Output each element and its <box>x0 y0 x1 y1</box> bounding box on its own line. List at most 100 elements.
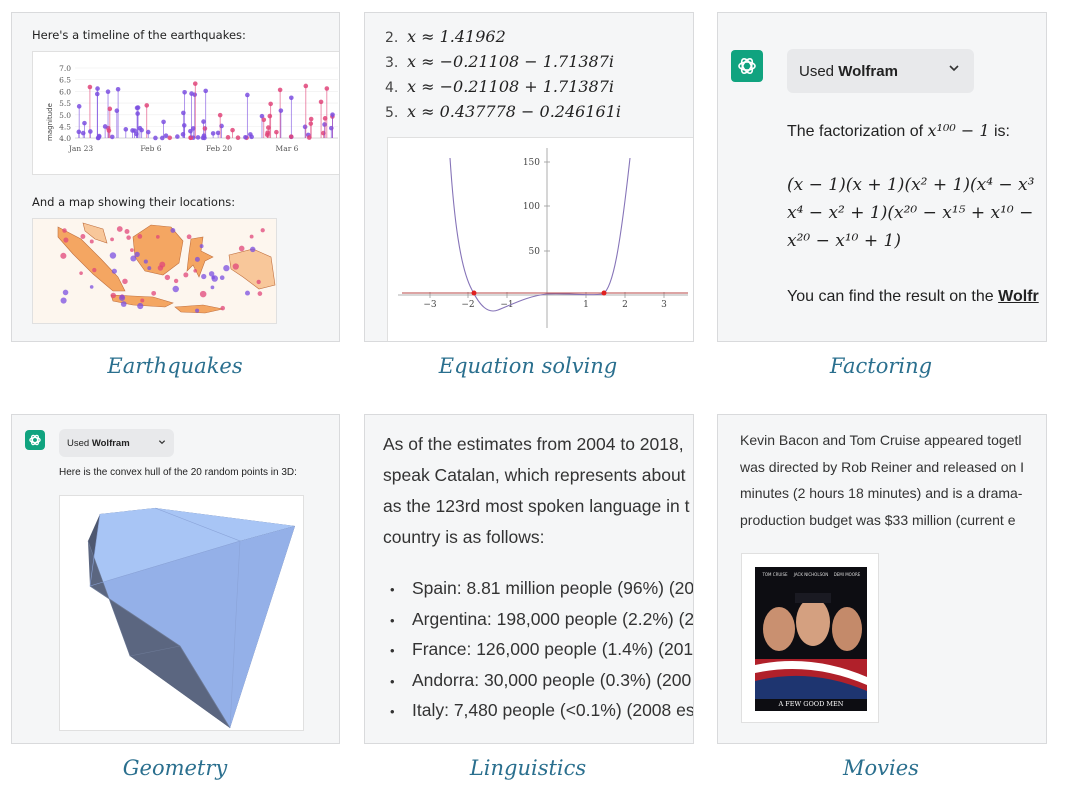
malaysia-shape <box>82 222 108 244</box>
factor-intro: The factorization of x¹⁰⁰ − 1 is: <box>787 121 1010 141</box>
quake-point <box>132 128 137 133</box>
used-wolfram-dropdown[interactable]: Used Wolfram <box>59 429 174 457</box>
equation-card: 2. x ≈ 1.41962 3. x ≈ −0.21108 − 1.71387i 4.… <box>364 12 694 342</box>
quake-point <box>261 117 267 123</box>
quake-point <box>167 135 173 141</box>
map-quake-dot <box>134 251 140 258</box>
bullet-icon: • <box>390 612 395 628</box>
chevron-down-icon <box>158 438 166 449</box>
movie-line: was directed by Rob Reiner and released … <box>740 458 1025 475</box>
root-point-right <box>601 290 607 296</box>
polynomial-plot: 150 100 50 −3 −2 −1 1 2 3 <box>387 137 693 341</box>
ytick-label: 6.5 <box>59 76 71 85</box>
timeline-chart: magnitude 7.0 6.5 6.0 5.5 5.0 4.5 4.0 Jan 23 Fe… <box>32 51 339 175</box>
quake-point <box>95 86 100 91</box>
polynomial-curve <box>449 157 631 312</box>
quake-point <box>202 126 208 131</box>
map-quake-dot <box>249 246 256 253</box>
map-quake-dot <box>62 289 69 296</box>
equation-item: 5. x ≈ 0.437778 − 0.246161i <box>385 102 621 121</box>
quake-point <box>243 134 248 140</box>
ytick-label: 5.5 <box>59 99 71 108</box>
map-quake-dot <box>195 308 200 313</box>
equation-number: 5. <box>385 105 399 121</box>
xtick-label: Feb 20 <box>206 144 232 153</box>
chatgpt-logo-icon <box>731 50 763 82</box>
equation-expr: x ≈ −0.21108 − 1.71387i <box>407 52 615 71</box>
movie-poster: TOM CRUISE JACK NICHOLSON DEMI MOORE A FEW… <box>755 567 867 711</box>
map-quake-dot <box>109 252 117 259</box>
linguistics-line: country is as follows: <box>383 527 545 547</box>
quake-point <box>102 124 108 129</box>
map-quake-dot <box>92 267 97 273</box>
quake-point <box>115 86 121 92</box>
map-quake-dot <box>164 274 171 281</box>
list-item-text: Spain: 8.81 million people (96%) (20 <box>412 578 694 598</box>
equation-item: 4. x ≈ −0.21108 + 1.71387i <box>385 77 614 96</box>
plot-svg: 150 100 50 −3 −2 −1 1 2 3 <box>398 148 688 328</box>
quake-point <box>302 124 308 130</box>
quake-point <box>235 135 241 141</box>
quake-point <box>277 87 283 93</box>
equation-expr: x ≈ −0.21108 + 1.71387i <box>407 77 615 96</box>
used-wolfram-dropdown[interactable]: Used Wolfram <box>787 49 974 93</box>
caption-factoring: Factoring <box>829 354 933 378</box>
movie-paragraph: Kevin Bacon and Tom Cruise appeared toge… <box>740 427 1024 533</box>
map-quake-dot <box>155 235 160 239</box>
factor-text-before: The factorization of <box>787 123 928 140</box>
factor-line-2: x⁴ − x² + 1)(x²⁰ − x¹⁵ + x¹⁰ − <box>787 203 1034 223</box>
islands-shape <box>174 304 224 314</box>
equation-number: 2. <box>385 30 399 46</box>
linguistics-line: As of the estimates from 2004 to 2018, <box>383 434 684 454</box>
map-quake-dot <box>60 252 67 259</box>
bullet-icon: • <box>390 582 395 597</box>
quake-point <box>192 81 198 86</box>
factor-line-1: (x − 1)(x + 1)(x² + 1)(x⁴ − x³ <box>787 175 1035 195</box>
quake-point <box>175 134 180 139</box>
quake-point <box>288 134 294 139</box>
quake-point <box>153 135 158 141</box>
quake-point <box>109 134 115 140</box>
quake-point <box>330 112 335 117</box>
papua-shape <box>228 248 276 290</box>
result-prefix: You can find the result on the <box>787 288 999 305</box>
plot-xtick-label: −2 <box>461 300 474 310</box>
map-quake-dot <box>194 256 200 262</box>
wolfram-result-link[interactable]: Wolfr <box>998 288 1039 305</box>
used-prefix: Used <box>799 62 839 80</box>
poster-face-3 <box>832 607 862 651</box>
quake-point <box>135 111 140 116</box>
poster-actor-name: DEMI MOORE <box>834 572 861 577</box>
map-quake-dot <box>60 297 67 304</box>
linguistics-card: As of the estimates from 2004 to 2018, sp… <box>364 414 694 744</box>
quake-point <box>324 86 330 91</box>
equation-item: 2. x ≈ 1.41962 <box>385 27 506 46</box>
quake-point <box>87 84 93 90</box>
quake-point <box>230 127 235 133</box>
xtick-label: Mar 6 <box>276 144 299 153</box>
linguistics-list-item: • Spain: 8.81 million people (96%) (20 <box>390 573 694 605</box>
chevron-down-icon <box>948 61 960 78</box>
xtick-label: Jan 23 <box>68 144 93 153</box>
map-quake-dot <box>249 234 254 239</box>
equation-expr: x ≈ 0.437778 − 0.246161i <box>407 102 621 121</box>
map-quake-dot <box>130 248 134 252</box>
ytick-label: 7.0 <box>59 64 71 73</box>
convex-hull-plot <box>59 495 304 731</box>
quake-point <box>161 119 166 125</box>
map-quake-dot <box>63 237 69 243</box>
factor-expr: x¹⁰⁰ − 1 <box>927 121 990 140</box>
caption-equations: Equation solving <box>438 354 618 378</box>
chatgpt-logo-icon <box>25 430 45 450</box>
timeline-intro: Here's a timeline of the earthquakes: <box>32 28 246 42</box>
map-svg <box>33 219 276 323</box>
geometry-card: Used Wolfram Here is the convex hull of … <box>11 414 340 744</box>
quake-point <box>76 104 82 109</box>
quake-point <box>88 129 93 134</box>
map-quake-dot <box>199 290 207 298</box>
map-quake-dot <box>183 272 189 278</box>
xtick-label: Feb 6 <box>140 144 161 153</box>
linguistics-list-item: • Andorra: 30,000 people (0.3%) (200 <box>390 665 691 697</box>
map-quake-dot <box>111 268 117 274</box>
hull-svg <box>87 507 295 729</box>
